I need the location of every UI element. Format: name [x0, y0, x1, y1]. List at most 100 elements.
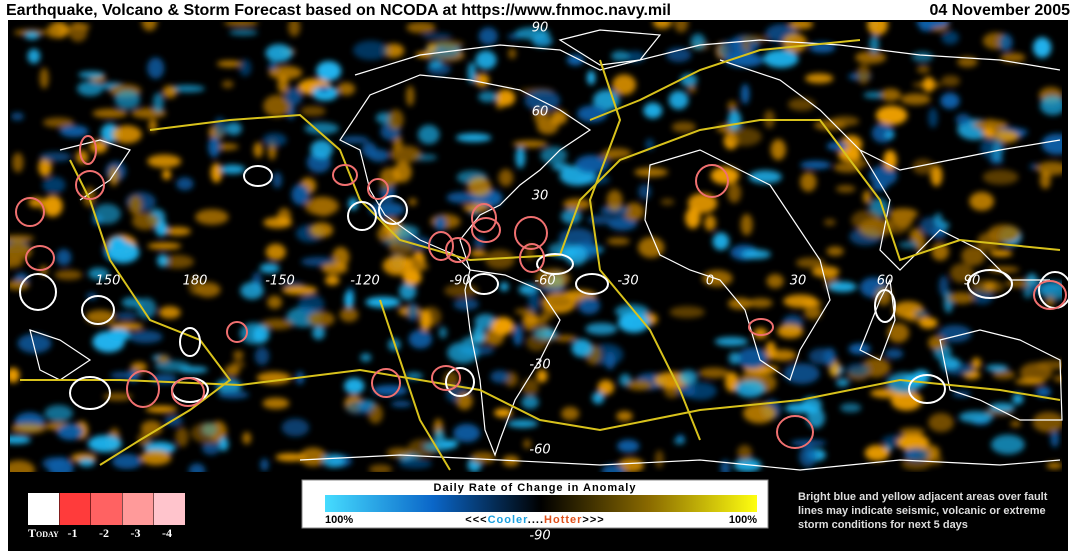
note: Bright blue and yellow adjacent areas ov…	[798, 491, 1048, 531]
anomaly-blob	[399, 282, 417, 301]
anomaly-blob	[263, 217, 293, 229]
anomaly-blob	[87, 435, 122, 453]
anomaly-blob	[332, 247, 350, 268]
anomaly-blob	[848, 343, 871, 355]
anomaly-blob	[1016, 128, 1028, 136]
anomaly-blob	[368, 149, 390, 162]
anomaly-blob	[617, 439, 640, 453]
anomaly-blob	[299, 447, 327, 467]
forecast-circle	[243, 165, 273, 187]
anomaly-blob	[42, 117, 74, 128]
anomaly-blob	[265, 243, 286, 261]
anomaly-blob	[871, 182, 888, 191]
anomaly-blob	[884, 348, 904, 359]
anomaly-blob	[467, 176, 492, 197]
anomaly-blob	[928, 335, 946, 351]
forecast-circle	[695, 164, 729, 198]
anomaly-blob	[467, 62, 477, 84]
anomaly-blob	[727, 100, 737, 112]
anomaly-blob	[971, 357, 982, 370]
anomaly-blob	[494, 408, 513, 418]
anomaly-blob	[753, 327, 768, 339]
anomaly-blob	[561, 406, 580, 421]
anomaly-blob	[685, 207, 701, 229]
anomaly-blob	[360, 353, 372, 362]
anomaly-blob	[24, 31, 40, 40]
anomaly-blob	[916, 22, 950, 29]
lon-label: 30	[790, 274, 807, 289]
anomaly-blob	[484, 249, 515, 270]
anomaly-blob	[601, 464, 626, 472]
anomaly-blob	[281, 285, 318, 295]
anomaly-blob	[406, 85, 415, 107]
anomaly-blob	[1039, 171, 1051, 189]
anomaly-blob	[698, 367, 730, 379]
anomaly-blob	[743, 403, 776, 424]
anomaly-blob	[219, 164, 246, 175]
anomaly-blob	[513, 324, 523, 346]
anomaly-blob	[560, 208, 582, 224]
hotter: Hotter	[544, 514, 582, 526]
anomaly-blob	[783, 363, 820, 385]
anomaly-blob	[140, 450, 172, 466]
anomaly-blob	[831, 116, 860, 127]
latitude-labels: 90 60 30 -30 -60 -90	[529, 21, 550, 544]
anomaly-blob	[337, 82, 356, 96]
anomaly-blob	[938, 275, 949, 297]
forecast-circle	[469, 273, 499, 295]
anomaly-blob	[365, 296, 401, 308]
anomaly-blob	[447, 341, 479, 364]
anomaly-blob	[800, 172, 817, 192]
anomaly-blob	[275, 453, 306, 462]
anomaly-blob	[406, 302, 419, 322]
forecast-circle	[171, 377, 205, 407]
day-label: Today	[28, 526, 59, 540]
anomaly-blob	[668, 90, 689, 110]
anomaly-blob	[1039, 281, 1062, 300]
coastlines	[29, 29, 1063, 471]
anomaly-blob	[1032, 37, 1052, 58]
anomaly-blob	[164, 226, 191, 236]
lat-label: -90	[529, 529, 550, 544]
forecast-circle	[1033, 280, 1067, 310]
anomaly-blob	[93, 203, 121, 225]
anomaly-blob	[194, 282, 221, 298]
anomaly-blob	[291, 183, 310, 206]
forecast-circle	[126, 370, 160, 408]
anomaly-blob	[1000, 52, 1026, 63]
anomaly-blob	[339, 307, 359, 322]
anomaly-blob	[911, 51, 934, 63]
anomaly-blob	[811, 266, 840, 278]
dots: ....	[528, 514, 544, 526]
anomaly-blob	[190, 422, 226, 444]
anomaly-blob	[390, 400, 412, 408]
anomaly-blob	[623, 202, 645, 221]
anomaly-blob	[259, 263, 280, 274]
anomaly-blob	[985, 364, 1009, 372]
anomaly-blob	[1032, 411, 1062, 433]
anomaly-blob	[736, 347, 768, 369]
anomaly-blob	[748, 298, 773, 308]
anomaly-blob	[512, 140, 548, 148]
lon-label: 150	[96, 274, 121, 289]
day-label: -3	[131, 526, 141, 540]
anomaly-blob	[221, 80, 234, 89]
anomaly-blob	[1036, 161, 1062, 176]
anomaly-blob	[795, 257, 825, 269]
anomaly-blob	[652, 22, 672, 29]
anomaly-blob	[726, 127, 762, 147]
anomaly-blob	[388, 240, 415, 256]
anomaly-blob	[1010, 420, 1022, 427]
anomaly-blob	[242, 431, 252, 445]
anomaly-blob	[578, 296, 601, 315]
anomaly-blob	[345, 400, 374, 415]
forecast-circle	[445, 367, 475, 397]
anomaly-blob	[541, 308, 555, 320]
anomaly-blob	[307, 311, 335, 327]
anomaly-blob	[972, 119, 1009, 130]
anomaly-blob	[990, 434, 1025, 455]
anomaly-blob	[434, 216, 446, 231]
anomaly-blob	[941, 30, 959, 45]
anomaly-blob	[386, 447, 412, 458]
